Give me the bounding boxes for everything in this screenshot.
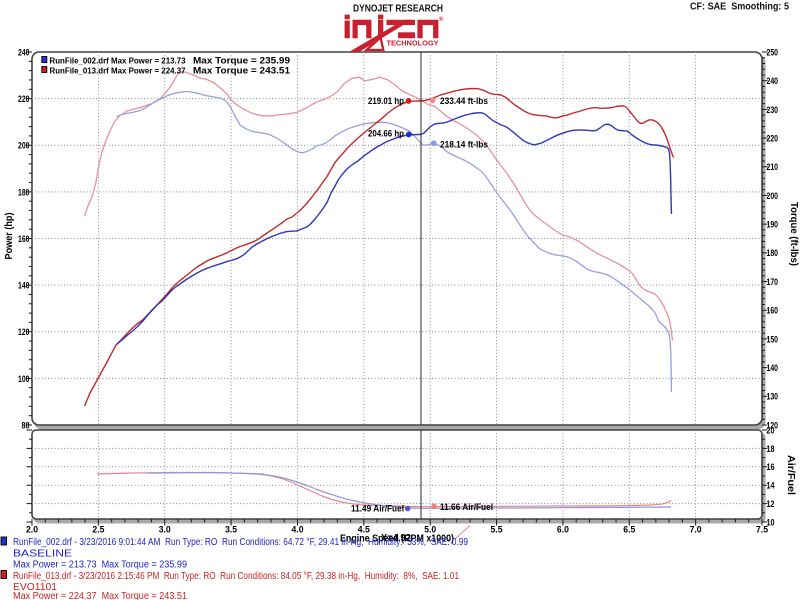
svg-text:180: 180 bbox=[18, 187, 30, 198]
svg-text:BASELINE: BASELINE bbox=[13, 549, 73, 560]
svg-text:220: 220 bbox=[18, 94, 30, 105]
svg-text:190: 190 bbox=[767, 220, 779, 231]
svg-text:Max Torque = 243.51: Max Torque = 243.51 bbox=[193, 65, 290, 75]
svg-text:233.44 ft-lbs: 233.44 ft-lbs bbox=[440, 96, 488, 106]
svg-text:Air/Fuel: Air/Fuel bbox=[785, 455, 796, 495]
svg-text:230: 230 bbox=[767, 105, 779, 116]
svg-text:7.5: 7.5 bbox=[756, 525, 769, 536]
svg-text:5.5: 5.5 bbox=[491, 525, 504, 536]
svg-text:11.49 Air/Fuel: 11.49 Air/Fuel bbox=[351, 504, 404, 514]
svg-text:®: ® bbox=[439, 16, 444, 23]
svg-text:X=4.92: X=4.92 bbox=[381, 533, 411, 544]
svg-text:RunFile_002.drf - 3/23/2016 9:: RunFile_002.drf - 3/23/2016 9:01:44 AM R… bbox=[13, 537, 468, 548]
svg-text:160: 160 bbox=[767, 306, 779, 317]
svg-text:250: 250 bbox=[767, 47, 779, 58]
svg-text:140: 140 bbox=[767, 363, 779, 374]
svg-text:240: 240 bbox=[18, 47, 30, 58]
svg-text:204.66 hp: 204.66 hp bbox=[368, 129, 404, 139]
svg-text:7.0: 7.0 bbox=[690, 525, 702, 536]
svg-text:RunFile_002.drf Max Power = 21: RunFile_002.drf Max Power = 213.73 bbox=[50, 55, 186, 65]
svg-text:140: 140 bbox=[18, 281, 30, 292]
svg-text:Power (hp): Power (hp) bbox=[4, 213, 15, 260]
svg-text:120: 120 bbox=[18, 327, 30, 338]
svg-text:219.01 hp: 219.01 hp bbox=[368, 96, 404, 106]
svg-text:100: 100 bbox=[18, 374, 30, 385]
svg-text:CF: SAE Smoothing: 5: CF: SAE Smoothing: 5 bbox=[690, 2, 789, 13]
svg-text:2.5: 2.5 bbox=[92, 525, 105, 536]
svg-text:10: 10 bbox=[767, 517, 775, 528]
svg-text:EVO1101: EVO1101 bbox=[13, 582, 57, 593]
svg-text:6.5: 6.5 bbox=[623, 525, 636, 536]
svg-text:Max Torque = 235.99: Max Torque = 235.99 bbox=[193, 55, 290, 65]
svg-text:RunFile_013.drf - 3/23/2016 2:: RunFile_013.drf - 3/23/2016 2:15:46 PM R… bbox=[13, 571, 459, 582]
svg-text:18: 18 bbox=[767, 444, 775, 455]
svg-text:80: 80 bbox=[22, 420, 30, 431]
svg-text:RunFile_013.drf Max Power = 22: RunFile_013.drf Max Power = 224.37 bbox=[50, 65, 186, 75]
svg-text:20: 20 bbox=[767, 425, 775, 436]
svg-text:3.5: 3.5 bbox=[225, 525, 238, 536]
svg-text:4.0: 4.0 bbox=[292, 525, 304, 536]
svg-text:DYNOJET RESEARCH: DYNOJET RESEARCH bbox=[353, 4, 443, 15]
svg-text:160: 160 bbox=[18, 234, 30, 245]
svg-text:150: 150 bbox=[767, 334, 779, 345]
svg-text:Torque (ft-lbs): Torque (ft-lbs) bbox=[788, 202, 799, 266]
svg-text:Max Power = 213.73 Max Torque: Max Power = 213.73 Max Torque = 235.99 bbox=[13, 560, 187, 571]
svg-text:120: 120 bbox=[767, 420, 779, 431]
svg-text:2.0: 2.0 bbox=[26, 525, 38, 536]
svg-text:4.5: 4.5 bbox=[358, 525, 371, 536]
svg-text:12: 12 bbox=[767, 499, 775, 510]
svg-text:5.0: 5.0 bbox=[424, 525, 436, 536]
svg-text:6.0: 6.0 bbox=[557, 525, 569, 536]
svg-text:14: 14 bbox=[767, 481, 776, 492]
svg-text:TECHNOLOGY: TECHNOLOGY bbox=[387, 41, 439, 48]
svg-text:3.0: 3.0 bbox=[159, 525, 171, 536]
svg-text:210: 210 bbox=[767, 162, 779, 173]
svg-text:200: 200 bbox=[18, 141, 30, 152]
svg-text:200: 200 bbox=[767, 191, 779, 202]
svg-text:Max Power = 224.37 Max Torque: Max Power = 224.37 Max Torque = 243.51 bbox=[13, 591, 187, 600]
svg-text:218.14 ft-lbs: 218.14 ft-lbs bbox=[440, 139, 488, 149]
svg-text:130: 130 bbox=[767, 392, 779, 403]
svg-text:11.66 Air/Fuel: 11.66 Air/Fuel bbox=[440, 502, 493, 512]
svg-text:170: 170 bbox=[767, 277, 779, 288]
svg-text:240: 240 bbox=[767, 76, 779, 87]
svg-text:16: 16 bbox=[767, 462, 775, 473]
svg-text:180: 180 bbox=[767, 248, 779, 259]
svg-text:220: 220 bbox=[767, 134, 779, 145]
svg-text:Engine Speed (RPM x1000): Engine Speed (RPM x1000) bbox=[340, 532, 454, 544]
